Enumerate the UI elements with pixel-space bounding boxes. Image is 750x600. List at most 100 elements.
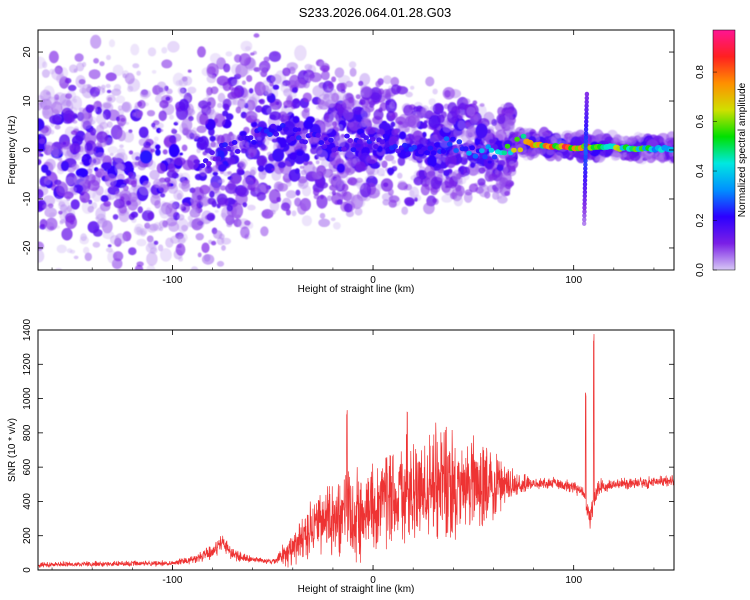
spectrogram-cell — [381, 173, 385, 177]
spectrogram-cell — [504, 191, 511, 196]
spectrogram-cell — [56, 244, 67, 254]
spectrogram-cell — [369, 100, 375, 108]
spectrogram-cell — [146, 224, 157, 233]
spectrogram-cell — [83, 246, 90, 254]
spectrogram-cell — [331, 190, 336, 196]
spectrogram-cell — [199, 113, 209, 126]
spectrogram-cell — [220, 185, 226, 191]
spectrogram-cell — [496, 191, 503, 200]
spectrogram-cell — [497, 159, 506, 167]
spectrogram-cell — [178, 98, 189, 111]
spectrogram-streak-cell — [583, 134, 589, 140]
spectrogram-ridge-cell — [450, 136, 456, 142]
spectrogram-cell — [432, 88, 438, 95]
spectrogram-cell — [278, 137, 287, 148]
spectrogram-cell — [546, 149, 555, 156]
spectrogram-cell — [456, 153, 462, 159]
spectrogram-cell — [410, 85, 415, 90]
spectrogram-cell — [138, 126, 149, 138]
spectrogram-cell — [282, 120, 296, 136]
spectrogram-cell — [640, 141, 647, 146]
spectrogram-cell — [170, 216, 175, 221]
spectrogram-cell — [88, 69, 101, 80]
spectrogram-cell — [311, 170, 322, 180]
spectrogram-cell — [271, 168, 275, 172]
spectrogram-streak-cell — [583, 138, 589, 144]
spectrogram-cell — [79, 161, 84, 165]
spectrogram-cell — [96, 113, 107, 125]
spectrogram-cell — [244, 220, 251, 226]
spectrogram-cell — [227, 156, 236, 165]
spectrogram-cell — [175, 243, 186, 256]
spectrogram-cell — [393, 165, 398, 170]
colorbar-frame — [712, 29, 736, 271]
spectrogram-cell — [134, 264, 144, 270]
spectrogram-cell — [196, 125, 207, 134]
spectrogram-cell — [272, 148, 285, 162]
spectrogram-cell — [158, 220, 170, 229]
spectrogram-cell — [99, 61, 105, 67]
spectrogram-cell — [159, 206, 171, 219]
spectrogram-cell — [303, 107, 310, 113]
spectrogram-cell — [257, 165, 265, 172]
spectrogram-ridge-cell — [517, 147, 524, 153]
spectrogram-cell — [161, 59, 173, 69]
spectrogram-cell — [488, 138, 494, 144]
spectrogram-cell — [181, 224, 189, 232]
spectrogram-cell — [38, 249, 45, 263]
spectrogram-cell — [398, 131, 407, 140]
spectrogram-cell — [222, 110, 229, 117]
spectrogram-cell — [119, 144, 124, 148]
spectrogram-cell — [242, 176, 254, 190]
spectrogram-cell — [324, 114, 330, 120]
spectrogram-cell — [479, 103, 485, 107]
x-tick-label: 0 — [370, 575, 376, 586]
spectrogram-cell — [427, 154, 437, 168]
spectrogram-cell — [378, 88, 384, 95]
spectrogram-ridge-cell — [318, 140, 325, 146]
spectrogram-cell — [206, 74, 217, 84]
spectrogram-streak-cell — [582, 181, 588, 187]
spectrogram-cell — [101, 162, 112, 170]
spectrogram-cell — [45, 217, 58, 231]
spectrogram-cell — [504, 109, 514, 116]
spectrogram-cell — [360, 85, 373, 98]
spectrogram-cell — [187, 215, 193, 221]
spectrogram-cell — [619, 135, 628, 144]
y-tick-label: 600 — [22, 458, 33, 475]
spectrogram-ridge-cell — [462, 146, 469, 152]
spectrogram-cell — [132, 63, 140, 69]
spectrogram-ridge-cell — [283, 126, 289, 132]
spectrogram-cell — [83, 134, 90, 141]
spectrogram-cell — [252, 50, 257, 55]
spectrogram-cell — [39, 128, 47, 137]
spectrogram-cell — [377, 134, 381, 138]
spectrogram-cell — [138, 138, 146, 146]
spectrogram-cell — [56, 181, 68, 197]
spectrogram-cell — [312, 85, 325, 97]
spectrogram-cell — [336, 163, 346, 173]
snr-frame — [37, 329, 675, 571]
spectrogram-streak-cell — [584, 99, 589, 105]
spectrogram-cell — [316, 194, 328, 209]
spectrogram-ridge-cell — [251, 139, 257, 145]
spectrogram-cell — [334, 67, 345, 78]
spectrogram-cell — [162, 149, 168, 155]
spectrogram-cell — [382, 88, 391, 98]
spectrogram-cell — [420, 122, 428, 129]
spectrogram-cell — [133, 105, 138, 111]
spectrogram-cell — [295, 189, 301, 196]
spectrogram-cell — [470, 162, 476, 169]
spectrogram-cell — [321, 70, 330, 81]
spectrogram-cell — [71, 163, 80, 170]
spectrogram-cell — [230, 87, 242, 99]
spectrogram-cell — [103, 200, 112, 207]
spectrogram-cell — [123, 178, 130, 184]
spectrogram-cell — [313, 188, 320, 196]
spectrogram-cell — [292, 86, 298, 94]
y-tick-label: -20 — [22, 240, 33, 255]
spectrogram-cell — [185, 130, 193, 138]
spectrogram-cell — [74, 53, 84, 62]
spectrogram-cell — [154, 122, 164, 129]
spectrogram-cell — [344, 203, 353, 213]
